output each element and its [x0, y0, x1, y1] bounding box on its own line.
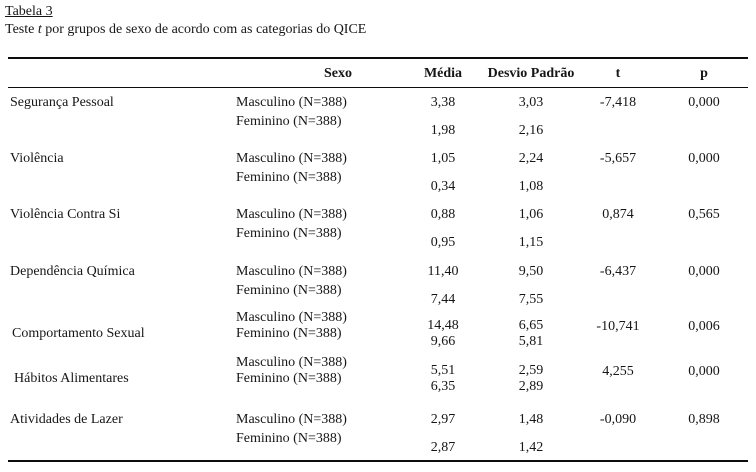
mean-value-male: 1,05 — [430, 151, 456, 166]
mean-value-female: 9,66 — [430, 334, 456, 349]
sex-label-male: Masculino (N=388) — [236, 207, 347, 222]
mean-value-female: 6,35 — [430, 379, 456, 394]
header-category-spacer — [8, 59, 236, 87]
sd-value-female: 2,16 — [518, 123, 544, 138]
p-value: 0,000 — [688, 151, 720, 166]
category-label: Atividades de Lazer — [10, 412, 123, 427]
mean-value-male: 2,97 — [430, 412, 456, 427]
mean-value-female: 2,87 — [430, 440, 456, 455]
sex-label-male: Masculino (N=388) — [236, 264, 347, 279]
header-media: Média — [423, 65, 463, 81]
sd-value-male: 1,48 — [518, 412, 544, 427]
subtitle-text-pre: Teste — [5, 22, 38, 37]
sd-value-female: 5,81 — [518, 334, 544, 349]
sd-value-female: 1,15 — [518, 235, 544, 250]
sex-label-female: Feminino (N=388) — [236, 114, 342, 129]
sd-value-female: 7,55 — [518, 292, 544, 307]
p-value: 0,898 — [688, 412, 720, 427]
sex-label-male: Masculino (N=388) — [236, 412, 347, 427]
p-value: 0,000 — [688, 264, 720, 279]
t-value: -5,657 — [599, 151, 637, 166]
stats-table: Sexo Média Desvio Padrão t p Segurança P… — [8, 57, 748, 462]
table-body: Segurança Pessoal Masculino (N=388) 3,38… — [8, 88, 748, 460]
mean-value-female: 1,98 — [430, 123, 456, 138]
sd-value-male: 6,65 — [518, 318, 544, 333]
sex-label-female: Feminino (N=388) — [236, 170, 342, 185]
subtitle-text-post: por grupos de sexo de acordo com as cate… — [41, 22, 367, 37]
subtitle-italic-t: t — [37, 22, 42, 37]
table-section-seguranca-pessoal: Segurança Pessoal Masculino (N=388) 3,38… — [8, 95, 748, 151]
sex-label-female: Feminino (N=388) — [236, 283, 342, 298]
table-title: Tabela 3 — [5, 4, 53, 19]
table-section-dependencia-quimica: Dependência Química Masculino (N=388) 11… — [8, 264, 748, 310]
sd-value-male: 9,50 — [518, 264, 544, 279]
sd-value-male: 2,24 — [518, 151, 544, 166]
category-label: Segurança Pessoal — [10, 95, 114, 110]
table-section-comportamento-sexual: Masculino (N=388) 14,48 6,65 -10,741 0,0… — [8, 310, 748, 355]
t-value: 0,874 — [602, 207, 634, 222]
header-p: p — [700, 65, 708, 81]
t-value: -7,418 — [599, 95, 637, 110]
table-section-atividades-de-lazer: Atividades de Lazer Masculino (N=388) 2,… — [8, 412, 748, 460]
category-label: Hábitos Alimentares — [14, 371, 129, 386]
sd-value-male: 3,03 — [518, 95, 544, 110]
mean-value-female: 7,44 — [430, 292, 456, 307]
t-value: -6,437 — [599, 264, 637, 279]
table-header-row: Sexo Média Desvio Padrão t p — [8, 59, 748, 88]
mean-value-male: 0,88 — [430, 207, 456, 222]
sd-value-male: 1,06 — [518, 207, 544, 222]
p-value: 0,565 — [688, 207, 720, 222]
table-section-violencia: Violência Masculino (N=388) 1,05 2,24 -5… — [8, 151, 748, 207]
p-value: 0,000 — [688, 363, 720, 379]
table-section-violencia-contra-si: Violência Contra Si Masculino (N=388) 0,… — [8, 207, 748, 264]
mean-value-male: 14,48 — [427, 318, 459, 333]
sex-label-male: Masculino (N=388) — [236, 355, 347, 370]
table-subtitle: Teste t por grupos de sexo de acordo com… — [5, 21, 756, 38]
p-value: 0,000 — [688, 95, 720, 110]
sex-label-male: Masculino (N=388) — [236, 151, 347, 166]
mean-value-male: 11,40 — [427, 264, 459, 279]
sex-label-female: Feminino (N=388) — [236, 226, 342, 241]
category-label: Violência Contra Si — [10, 207, 121, 222]
t-value: -10,741 — [596, 318, 640, 334]
sd-value-female: 2,89 — [518, 379, 544, 394]
sex-label-male: Masculino (N=388) — [236, 95, 347, 110]
p-value: 0,006 — [688, 318, 720, 334]
header-desvio-padrao: Desvio Padrão — [487, 65, 575, 81]
sex-label-female: Feminino (N=388) — [236, 371, 342, 386]
t-value: 4,255 — [602, 363, 634, 379]
category-label: Comportamento Sexual — [12, 326, 145, 341]
sd-value-female: 1,42 — [518, 440, 544, 455]
category-label: Violência — [10, 151, 64, 166]
category-label: Dependência Química — [10, 264, 135, 279]
sd-value-male: 2,59 — [518, 363, 544, 378]
sex-label-male: Masculino (N=388) — [236, 310, 347, 325]
sex-label-female: Feminino (N=388) — [236, 326, 342, 341]
mean-value-female: 0,95 — [430, 235, 456, 250]
header-t: t — [615, 65, 621, 81]
mean-value-male: 5,51 — [430, 363, 456, 378]
t-value: -0,090 — [599, 412, 637, 427]
mean-value-female: 0,34 — [430, 179, 456, 194]
header-sexo: Sexo — [324, 65, 352, 81]
sex-label-female: Feminino (N=388) — [236, 431, 342, 446]
mean-value-male: 3,38 — [430, 95, 456, 110]
table-section-habitos-alimentares: Masculino (N=388) 5,51 2,59 4,255 0,000 … — [8, 355, 748, 412]
sd-value-female: 1,08 — [518, 179, 544, 194]
